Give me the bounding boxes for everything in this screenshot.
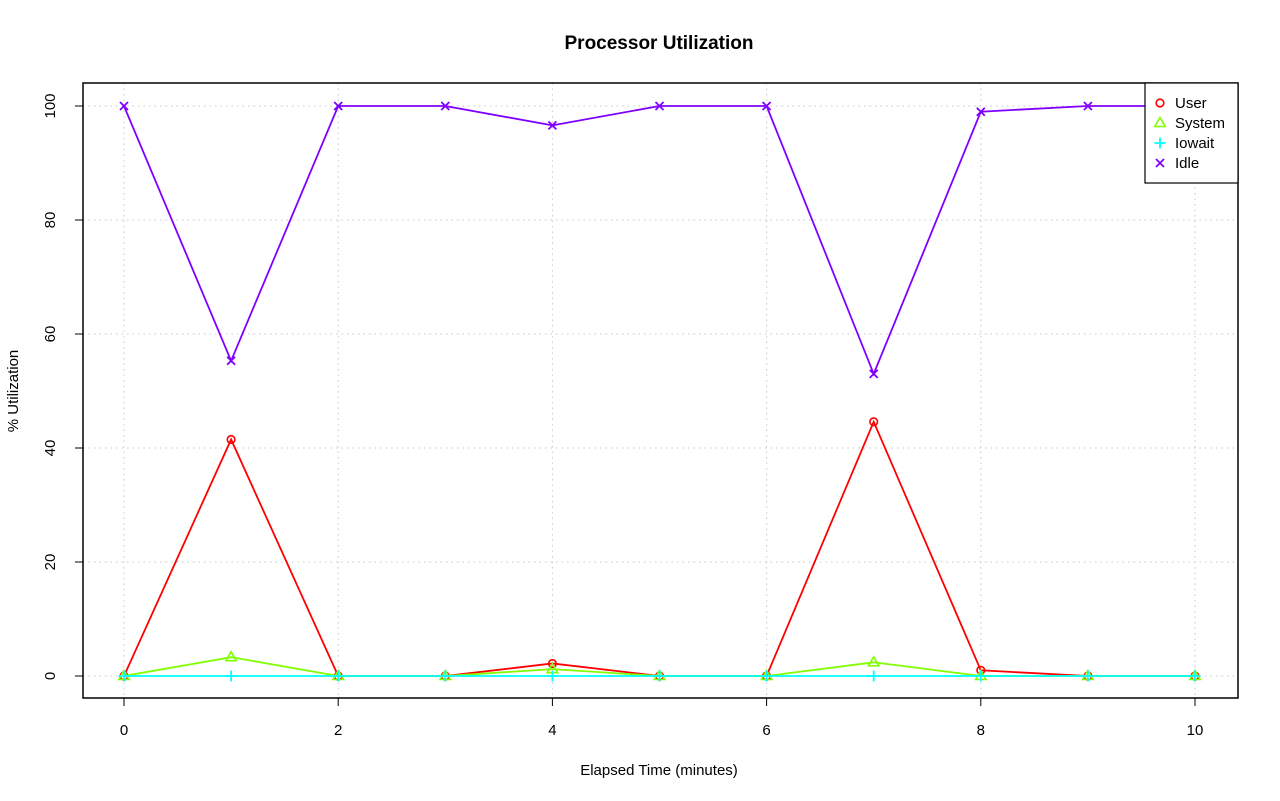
legend-item-system: System (1153, 115, 1225, 132)
legend-label-iowait: Iowait (1175, 135, 1215, 152)
data-point-idle (761, 101, 772, 111)
data-point-iowait (761, 670, 773, 682)
legend: User System Iowait Idle (1144, 82, 1239, 184)
data-point-idle (654, 101, 665, 111)
data-point-system (867, 655, 881, 667)
x-axis-label: Elapsed Time (minutes) (580, 762, 738, 779)
y-tick-label: 80 (42, 212, 59, 229)
legend-item-user: User (1155, 95, 1207, 112)
series-line-idle (123, 105, 1195, 377)
data-point-user (547, 658, 558, 669)
data-point-idle (547, 120, 558, 131)
legend-marker-user (1155, 98, 1165, 108)
data-point-idle (440, 101, 450, 111)
series-user (119, 417, 1200, 681)
x-tick-label: 4 (548, 722, 556, 739)
data-point-iowait (118, 670, 130, 682)
data-point-iowait (868, 670, 880, 682)
y-tick-label: 60 (42, 326, 59, 343)
legend-label-idle: Idle (1175, 155, 1199, 172)
data-point-user (869, 417, 879, 427)
y-axis: 0 20 40 60 80 100 (42, 93, 84, 680)
data-point-idle (333, 101, 343, 111)
data-point-iowait (225, 670, 237, 682)
data-point-idle (226, 356, 236, 366)
x-tick-label: 10 (1187, 722, 1204, 739)
data-point-iowait (654, 670, 665, 682)
legend-item-idle: Idle (1155, 155, 1199, 172)
x-tick-label: 2 (334, 722, 342, 739)
series-line-user (123, 419, 1195, 677)
x-tick-label: 0 (120, 722, 128, 739)
data-point-idle (869, 369, 879, 379)
data-point-iowait (439, 670, 451, 682)
y-axis-label: % Utilization (5, 350, 22, 433)
y-tick-label: 40 (42, 440, 59, 457)
x-tick-label: 6 (762, 722, 770, 739)
legend-marker-system (1153, 115, 1167, 128)
data-point-iowait (546, 670, 558, 682)
data-point-idle (1083, 101, 1093, 111)
chart-title: Processor Utilization (565, 33, 754, 54)
data-point-iowait (332, 670, 344, 682)
legend-item-iowait: Iowait (1154, 135, 1215, 152)
data-point-iowait (1082, 670, 1094, 682)
data-point-iowait (1189, 670, 1201, 682)
y-tick-label: 100 (42, 93, 59, 118)
data-point-idle (976, 107, 986, 117)
x-tick-label: 8 (977, 722, 985, 739)
data-point-idle (119, 101, 129, 111)
plot-frame (82, 82, 1239, 699)
legend-label-system: System (1175, 115, 1225, 132)
series-iowait (118, 670, 1201, 682)
x-axis: 0 2 4 6 8 10 (120, 697, 1204, 739)
legend-label-user: User (1175, 95, 1207, 112)
y-tick-label: 0 (42, 672, 59, 680)
series-idle (119, 101, 1200, 379)
data-point-user (226, 434, 236, 445)
series-layer (117, 101, 1202, 682)
legend-marker-iowait (1154, 137, 1166, 149)
data-point-system (224, 650, 238, 662)
y-tick-label: 20 (42, 554, 59, 571)
legend-marker-idle (1155, 158, 1165, 168)
grid-lines (83, 83, 1238, 698)
data-point-iowait (975, 670, 987, 682)
